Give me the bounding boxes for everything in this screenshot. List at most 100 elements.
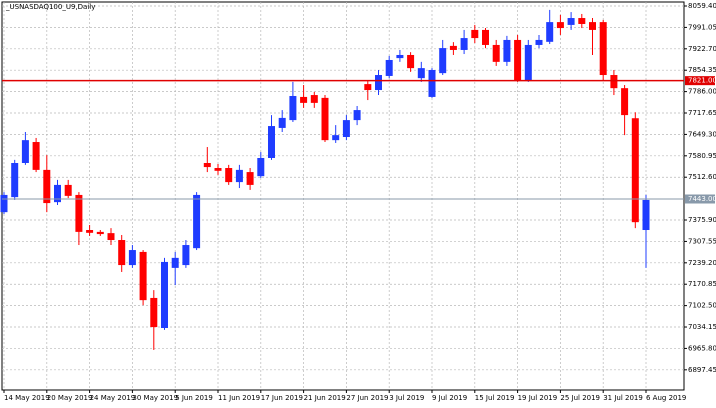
- candle-body: [289, 95, 297, 121]
- candle-body: [214, 168, 222, 171]
- y-tick-label: 7717.65: [688, 109, 716, 117]
- candle-body: [546, 22, 554, 42]
- candle-body: [64, 184, 72, 196]
- candle-body: [589, 22, 596, 30]
- y-tick-label: 7307.55: [688, 237, 716, 245]
- candle-body: [449, 45, 457, 50]
- y-tick-label: 7375.90: [688, 216, 716, 224]
- y-tick-label: 6897.45: [688, 366, 716, 374]
- candle-body: [631, 118, 639, 223]
- candle-body: [375, 75, 382, 91]
- candle-body: [118, 240, 126, 266]
- candle-body: [642, 199, 650, 231]
- candle-body: [364, 84, 372, 91]
- candle-body: [75, 194, 83, 232]
- candle-body: [578, 18, 586, 24]
- candle-body: [439, 48, 447, 74]
- price-label: 7443.00: [688, 195, 716, 203]
- x-tick-label: 14 May 2019: [4, 394, 50, 402]
- candle-body: [492, 44, 500, 62]
- chart-title: _USNASDAQ100_U9,Daily: [5, 3, 95, 11]
- candle-body: [524, 44, 532, 81]
- x-tick-label: 27 Jun 2019: [346, 394, 388, 402]
- candle-body: [11, 162, 19, 198]
- x-tick-label: 25 Jul 2019: [560, 394, 600, 402]
- y-tick-label: 7034.15: [688, 323, 716, 331]
- candle-body: [193, 194, 201, 249]
- candle-body: [353, 110, 361, 121]
- y-tick-label: 7239.20: [688, 259, 716, 267]
- candle-body: [460, 38, 468, 50]
- candle-body: [246, 172, 254, 185]
- candle-body: [300, 96, 308, 103]
- price-label-box: [685, 76, 715, 86]
- x-tick-label: 17 Jun 2019: [261, 394, 303, 402]
- y-tick-label: 7102.50: [688, 302, 716, 310]
- x-tick-label: 15 Jul 2019: [475, 394, 515, 402]
- candle-body: [54, 184, 61, 203]
- candle-body: [182, 245, 190, 266]
- candle-body: [621, 88, 629, 116]
- x-tick-label: 3 Jul 2019: [389, 394, 424, 402]
- x-tick-label: 21 Jun 2019: [304, 394, 346, 402]
- candle-body: [86, 230, 94, 233]
- candle-body: [535, 39, 543, 45]
- y-tick-label: 7649.30: [688, 130, 716, 138]
- candle-body: [556, 22, 564, 29]
- y-tick-label: 7991.05: [688, 23, 716, 31]
- candle-body: [610, 75, 618, 89]
- candle-body: [0, 194, 8, 213]
- y-tick-label: 7922.70: [688, 45, 716, 53]
- candle-body: [310, 95, 318, 103]
- candle-body: [235, 169, 243, 183]
- candle-body: [428, 70, 436, 97]
- y-tick-label: 7170.85: [688, 280, 716, 288]
- x-tick-label: 11 Jun 2019: [218, 394, 260, 402]
- candle-body: [257, 157, 265, 177]
- candle-body: [321, 97, 329, 141]
- y-tick-label: 8059.40: [688, 2, 716, 10]
- candle-body: [150, 297, 158, 328]
- candle-body: [203, 162, 211, 168]
- candle-body: [225, 168, 233, 183]
- candle-body: [43, 169, 51, 204]
- price-label-box: [685, 194, 715, 204]
- candle-body: [385, 59, 393, 76]
- x-tick-label: 9 Jul 2019: [432, 394, 467, 402]
- candle-body: [107, 233, 115, 241]
- candle-body: [96, 231, 104, 235]
- y-tick-label: 7512.60: [688, 173, 716, 181]
- candle-body: [161, 261, 168, 329]
- candle-body: [417, 68, 425, 79]
- y-tick-label: 7854.35: [688, 66, 716, 74]
- x-tick-label: 19 Jul 2019: [518, 394, 558, 402]
- candle-body: [514, 39, 522, 81]
- candle-body: [332, 135, 340, 141]
- candle-body: [567, 18, 575, 25]
- candle-body: [21, 140, 29, 163]
- candle-body: [342, 120, 350, 138]
- x-tick-label: 30 May 2019: [132, 394, 178, 402]
- candle-body: [407, 54, 415, 69]
- candle-body: [268, 126, 275, 158]
- y-tick-label: 7580.95: [688, 152, 716, 160]
- candle-body: [396, 54, 404, 59]
- y-tick-label: 7786.00: [688, 88, 716, 96]
- x-tick-label: 31 Jul 2019: [603, 394, 643, 402]
- candle-body: [278, 117, 286, 128]
- candle-body: [471, 29, 479, 39]
- x-tick-label: 5 Jun 2019: [175, 394, 213, 402]
- candle-body: [139, 251, 147, 301]
- x-tick-label: 24 May 2019: [90, 394, 136, 402]
- x-tick-label: 6 Aug 2019: [646, 394, 686, 402]
- candle-body: [171, 257, 179, 268]
- price-label: 7821.00: [688, 77, 716, 85]
- candle-body: [32, 142, 40, 170]
- candle-body: [503, 39, 511, 62]
- candle-body: [599, 22, 607, 76]
- candle-body: [482, 29, 489, 45]
- x-tick-label: 20 May 2019: [47, 394, 93, 402]
